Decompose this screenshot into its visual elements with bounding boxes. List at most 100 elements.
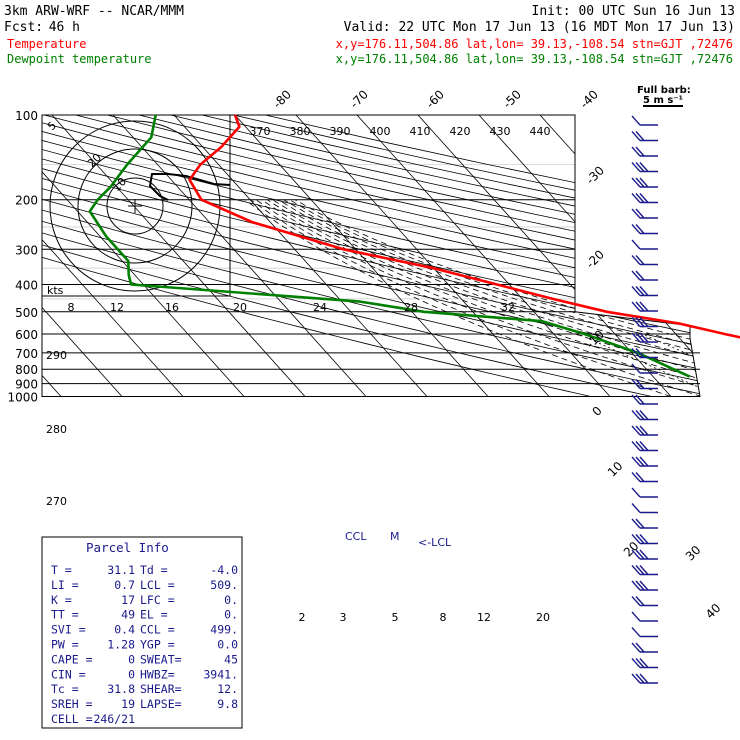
wind-barb-flag bbox=[631, 518, 641, 529]
parcel-row-value: 12. bbox=[217, 682, 238, 696]
wind-barb-flag bbox=[639, 177, 649, 188]
dry-adiabat bbox=[75, 115, 700, 397]
dry-adiabat bbox=[265, 115, 700, 397]
wind-barb-flag bbox=[635, 580, 645, 591]
wind-barb-flag bbox=[635, 673, 645, 684]
hodograph-unit: kts bbox=[47, 284, 64, 297]
wind-barb-flag bbox=[631, 115, 641, 126]
parcel-row-value: 31.8 bbox=[107, 682, 135, 696]
parcel-row-value: 0.0 bbox=[217, 638, 238, 652]
wind-barb bbox=[631, 410, 658, 421]
wind-barb-flag bbox=[635, 177, 645, 188]
wind-barb-flag bbox=[635, 208, 645, 219]
wind-barb bbox=[631, 394, 658, 405]
mixing-ratio-label: 3 bbox=[340, 611, 347, 624]
parcel-row-value: 17 bbox=[121, 593, 135, 607]
temperature-tick-right: 40 bbox=[703, 601, 724, 622]
dry-adiabat bbox=[42, 115, 700, 397]
hodograph-speed-tick: 8 bbox=[68, 301, 75, 314]
temperature-tick-top: -80 bbox=[270, 87, 294, 111]
parcel-row-value: 19 bbox=[121, 697, 135, 711]
parcel-info-rows: T = 31.1 Td = -4.0 LI = 0.7 LCL = 509. K = 17 LFC … bbox=[51, 563, 238, 726]
wind-barb bbox=[631, 642, 658, 653]
parcel-row-label: LCL = bbox=[140, 578, 175, 592]
mixing-ratio-label: 8 bbox=[440, 611, 447, 624]
wind-barb bbox=[631, 425, 658, 436]
wind-barb-flag bbox=[639, 549, 649, 560]
wind-barb-flag bbox=[631, 549, 641, 560]
parcel-row-value: 31.1 bbox=[107, 563, 135, 577]
parcel-row-value: 246/21 bbox=[93, 712, 135, 726]
wind-barb bbox=[631, 627, 658, 638]
wind-barb-flag bbox=[631, 162, 641, 172]
parcel-row-label: EL = bbox=[140, 608, 168, 622]
hodograph-speed-tick: 20 bbox=[233, 301, 247, 314]
wind-barb-flag bbox=[631, 193, 641, 203]
wind-barb-flag bbox=[631, 410, 641, 420]
isotherm bbox=[42, 115, 123, 397]
pressure-tick-label: 600 bbox=[15, 328, 38, 342]
parcel-row-label: CAPE = bbox=[51, 652, 93, 666]
wind-barb bbox=[631, 224, 658, 235]
isotherm bbox=[112, 115, 367, 397]
wind-barb bbox=[631, 208, 658, 219]
wind-barb bbox=[631, 239, 658, 250]
temperature-tick-right: -10 bbox=[583, 327, 607, 351]
temperature-tick-top: -60 bbox=[423, 87, 447, 111]
wind-barb-flag bbox=[635, 317, 645, 327]
wind-barb bbox=[631, 177, 658, 188]
wind-barb-flag bbox=[635, 193, 645, 203]
wind-barb bbox=[631, 131, 658, 142]
pressure-tick-label: 300 bbox=[15, 243, 38, 257]
pressure-tick-label: 400 bbox=[15, 278, 38, 292]
parcel-row-label: LI = bbox=[51, 578, 79, 592]
theta-label: 390 bbox=[330, 125, 351, 138]
moist-adiabat bbox=[289, 199, 700, 397]
wind-barb bbox=[631, 286, 658, 297]
parcel-row-value: -4.0 bbox=[210, 563, 238, 577]
wind-barb-flag bbox=[635, 425, 645, 436]
isotherm bbox=[234, 115, 489, 397]
wind-barb-flag bbox=[631, 611, 641, 622]
hodograph-ring bbox=[106, 177, 164, 235]
parcel-row-value: 0 bbox=[128, 667, 135, 681]
hodograph-speed-tick: 24 bbox=[313, 301, 327, 314]
wind-barb-flag bbox=[635, 131, 645, 141]
isotherm bbox=[661, 115, 700, 397]
wind-barb-flag bbox=[631, 270, 641, 281]
temperature-tick-right: 30 bbox=[683, 543, 704, 564]
wind-barb bbox=[631, 580, 658, 591]
pressure-tick-label: 500 bbox=[15, 306, 38, 320]
wind-barb bbox=[631, 596, 658, 607]
wind-barb bbox=[631, 658, 658, 669]
temperature-tick-top: -70 bbox=[347, 87, 371, 111]
wind-barb-flag bbox=[639, 162, 649, 172]
isotherm bbox=[51, 115, 306, 397]
dry-adiabat bbox=[138, 115, 700, 397]
left-side-label: 280 bbox=[46, 423, 67, 436]
lcl-label: <-LCL bbox=[418, 536, 452, 549]
dry-adiabat bbox=[42, 115, 700, 397]
isotherm bbox=[42, 115, 184, 397]
wind-barb-flag bbox=[631, 673, 641, 684]
left-side-label: 290 bbox=[46, 349, 67, 362]
wind-barb bbox=[631, 549, 658, 560]
wind-barb-flag bbox=[639, 301, 649, 312]
wind-barb bbox=[631, 456, 658, 467]
parcel-row-label: SWEAT= bbox=[140, 652, 182, 666]
fcst-label: Fcst: bbox=[4, 20, 43, 35]
isotherm bbox=[295, 115, 550, 397]
parcel-row-value: 0. bbox=[224, 593, 238, 607]
parcel-row-value: 3941. bbox=[203, 667, 238, 681]
wind-barb bbox=[631, 193, 658, 204]
parcel-row-label: CELL = bbox=[51, 712, 93, 726]
wind-barb bbox=[631, 441, 658, 452]
wind-barb-flag bbox=[635, 270, 645, 281]
wind-barb-flag bbox=[631, 146, 641, 157]
wind-barb-flag bbox=[631, 503, 641, 513]
wind-barb-flag bbox=[635, 394, 645, 405]
plot-frame bbox=[41, 114, 701, 397]
pressure-tick-label: 700 bbox=[15, 347, 38, 361]
temperature-tick-top: -50 bbox=[500, 87, 524, 111]
